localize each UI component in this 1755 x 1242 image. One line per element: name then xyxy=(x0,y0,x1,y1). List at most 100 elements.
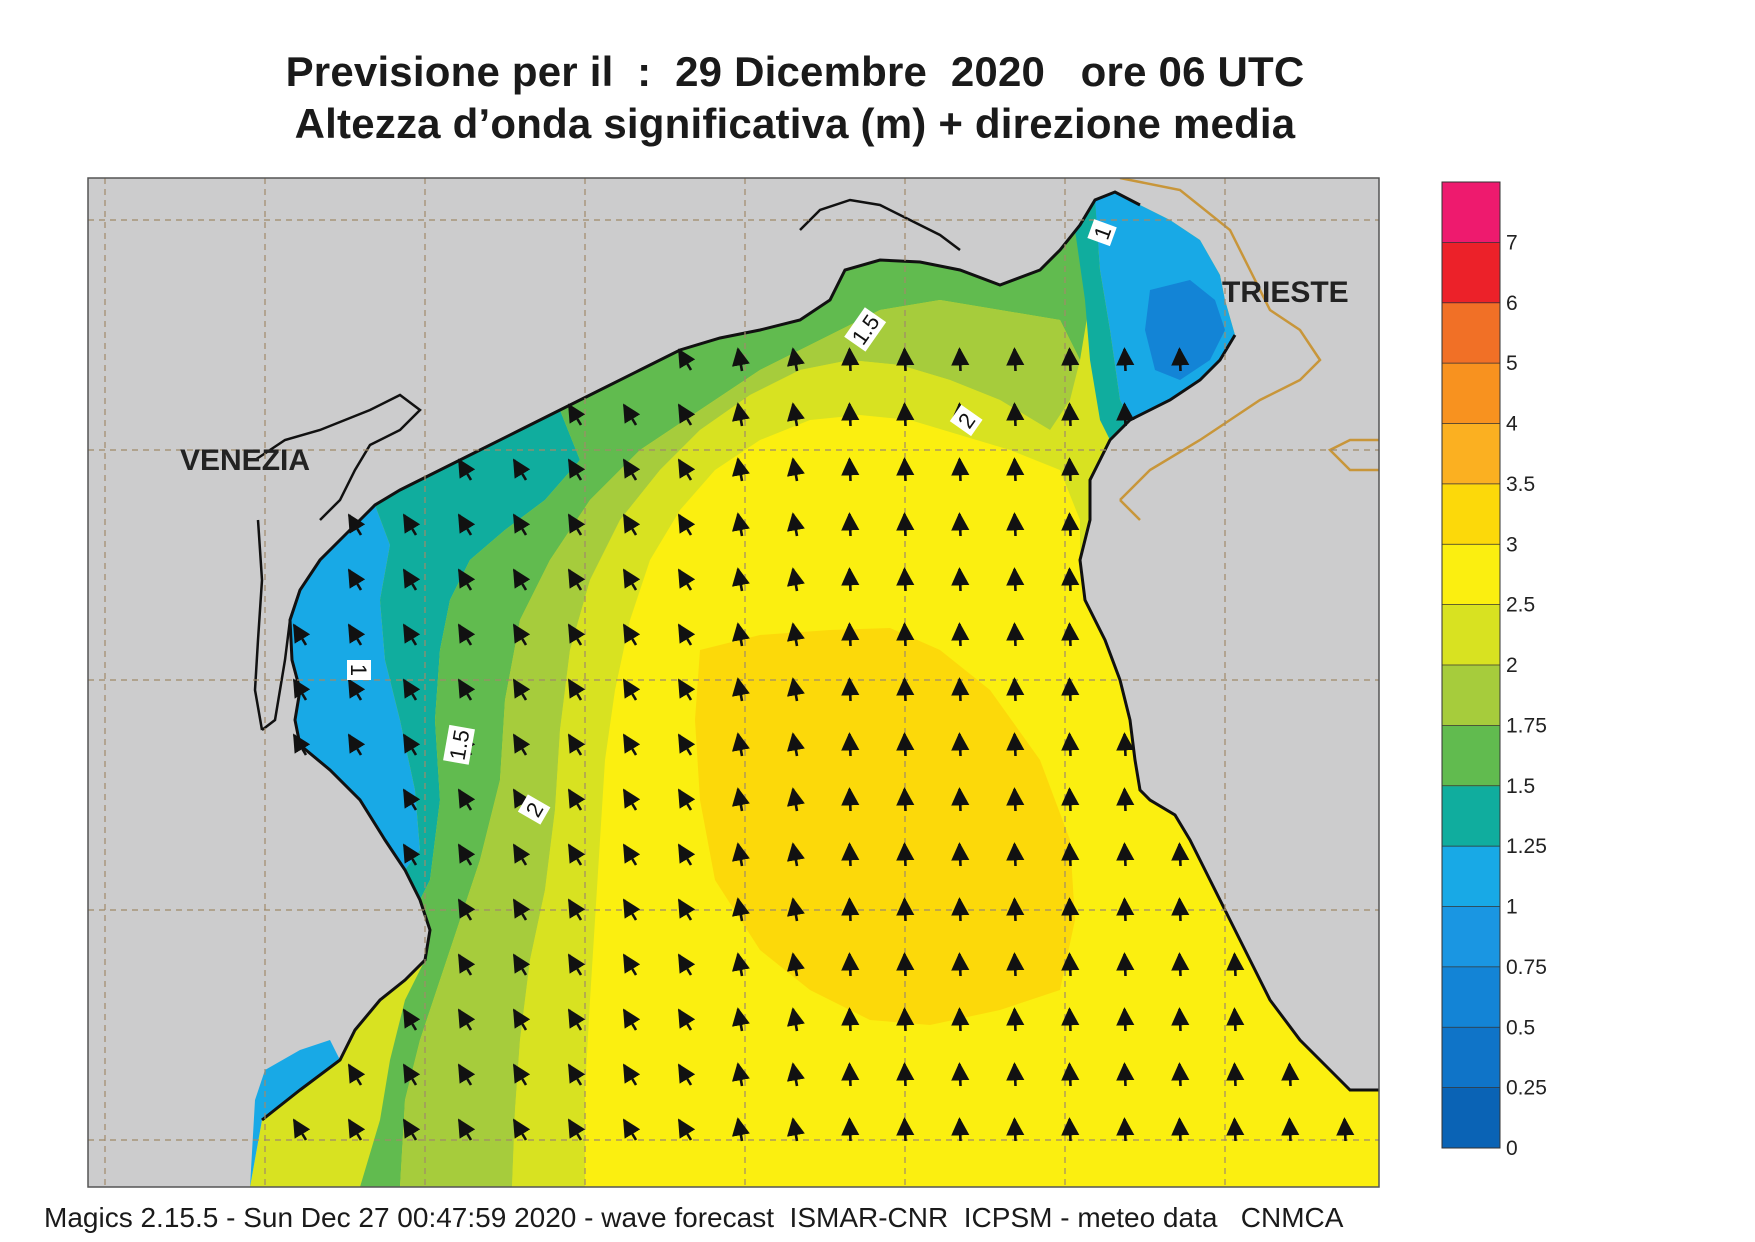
direction-arrow xyxy=(786,457,805,482)
direction-arrow xyxy=(841,787,860,812)
direction-arrow xyxy=(677,733,696,756)
zone-max xyxy=(695,628,1075,1025)
direction-arrow xyxy=(841,347,860,372)
legend-swatch-4 xyxy=(1442,846,1500,907)
direction-arrow xyxy=(896,347,915,372)
zone-low-west xyxy=(250,505,420,1187)
direction-arrow xyxy=(786,622,805,647)
direction-arrow xyxy=(841,1062,860,1087)
direction-arrow xyxy=(567,788,586,811)
legend-swatch-5 xyxy=(1442,785,1500,847)
legend-swatch-9 xyxy=(1442,544,1500,606)
direction-arrow xyxy=(1006,1007,1025,1032)
direction-arrow xyxy=(896,732,915,757)
direction-arrow xyxy=(1116,897,1135,922)
direction-arrow xyxy=(622,623,641,646)
map-frame xyxy=(87,177,1380,1188)
direction-arrow xyxy=(567,678,586,701)
border-line xyxy=(1119,178,1379,521)
direction-arrow xyxy=(896,622,915,647)
direction-arrow xyxy=(292,623,311,646)
footer-credits: Magics 2.15.5 - Sun Dec 27 00:47:59 2020… xyxy=(44,1202,1344,1233)
direction-arrow xyxy=(896,512,915,537)
direction-arrow xyxy=(347,733,366,756)
contour-label-3: 1 xyxy=(346,664,371,676)
direction-arrow xyxy=(896,457,915,482)
direction-arrow xyxy=(457,1008,476,1031)
legend-swatch-7 xyxy=(1442,665,1500,726)
direction-arrow xyxy=(786,512,805,537)
direction-arrow xyxy=(1006,347,1025,372)
direction-arrow xyxy=(512,1008,531,1031)
direction-arrow xyxy=(567,623,586,646)
direction-arrow xyxy=(1061,402,1080,427)
direction-arrow xyxy=(1006,512,1025,537)
direction-arrow xyxy=(512,1118,531,1141)
direction-arrow xyxy=(677,568,696,591)
direction-arrow xyxy=(512,898,531,921)
direction-arrow xyxy=(731,512,750,537)
direction-arrow xyxy=(567,568,586,591)
direction-arrow xyxy=(896,1117,915,1142)
legend-swatch-11 xyxy=(1442,423,1500,485)
legend-swatch-15 xyxy=(1442,182,1500,243)
direction-arrow xyxy=(1171,952,1190,977)
direction-arrow xyxy=(402,568,421,591)
direction-arrow xyxy=(786,1117,805,1142)
direction-arrow xyxy=(1061,732,1080,757)
direction-arrow xyxy=(512,458,531,481)
direction-arrow xyxy=(567,458,586,481)
direction-arrow xyxy=(512,1063,531,1086)
legend-tick-label: 4 xyxy=(1506,413,1518,436)
direction-arrow xyxy=(457,458,476,481)
legend-tick-label: 7 xyxy=(1506,231,1518,254)
direction-arrow xyxy=(951,677,970,702)
legend-tick-label: 0 xyxy=(1506,1137,1518,1160)
direction-arrow xyxy=(1281,1117,1300,1142)
direction-arrow xyxy=(841,677,860,702)
direction-arrow xyxy=(347,513,366,536)
direction-arrow xyxy=(347,623,366,646)
zone-lightgreen xyxy=(400,300,1080,1187)
legend-tick-label: 3.5 xyxy=(1506,473,1535,496)
direction-arrow xyxy=(1116,1062,1135,1087)
direction-arrow xyxy=(896,677,915,702)
direction-arrow xyxy=(622,843,641,866)
direction-arrow xyxy=(622,1063,641,1086)
title-line-2: Altezza d’onda significativa (m) + direz… xyxy=(294,100,1296,147)
direction-arrow xyxy=(567,898,586,921)
direction-arrow xyxy=(567,953,586,976)
direction-arrow xyxy=(731,622,750,647)
direction-arrow xyxy=(841,952,860,977)
direction-arrow xyxy=(1061,622,1080,647)
direction-arrow xyxy=(402,1063,421,1086)
direction-arrow xyxy=(1006,622,1025,647)
direction-arrow xyxy=(841,457,860,482)
direction-arrow xyxy=(951,1062,970,1087)
legend-swatch-6 xyxy=(1442,725,1500,787)
direction-arrow xyxy=(512,568,531,591)
coastline-west xyxy=(261,190,1141,1122)
legend-tick-label: 0.75 xyxy=(1506,956,1547,979)
direction-arrow xyxy=(896,567,915,592)
direction-arrow xyxy=(1226,952,1245,977)
direction-arrow xyxy=(1061,512,1080,537)
direction-arrow xyxy=(731,677,750,702)
direction-arrow xyxy=(1116,402,1135,427)
land-lagoon xyxy=(255,395,420,730)
label-venezia: VENEZIA xyxy=(180,444,310,477)
direction-arrow xyxy=(622,513,641,536)
direction-arrow xyxy=(786,842,805,867)
direction-arrow xyxy=(1006,567,1025,592)
direction-arrow xyxy=(622,678,641,701)
direction-arrow xyxy=(731,732,750,757)
direction-arrow xyxy=(677,623,696,646)
direction-arrow xyxy=(951,457,970,482)
direction-arrow xyxy=(402,788,421,811)
direction-arrow xyxy=(731,897,750,922)
direction-arrow xyxy=(896,897,915,922)
direction-arrow xyxy=(731,402,750,427)
direction-arrow xyxy=(896,787,915,812)
direction-arrow xyxy=(292,733,311,756)
direction-arrow xyxy=(1171,1007,1190,1032)
